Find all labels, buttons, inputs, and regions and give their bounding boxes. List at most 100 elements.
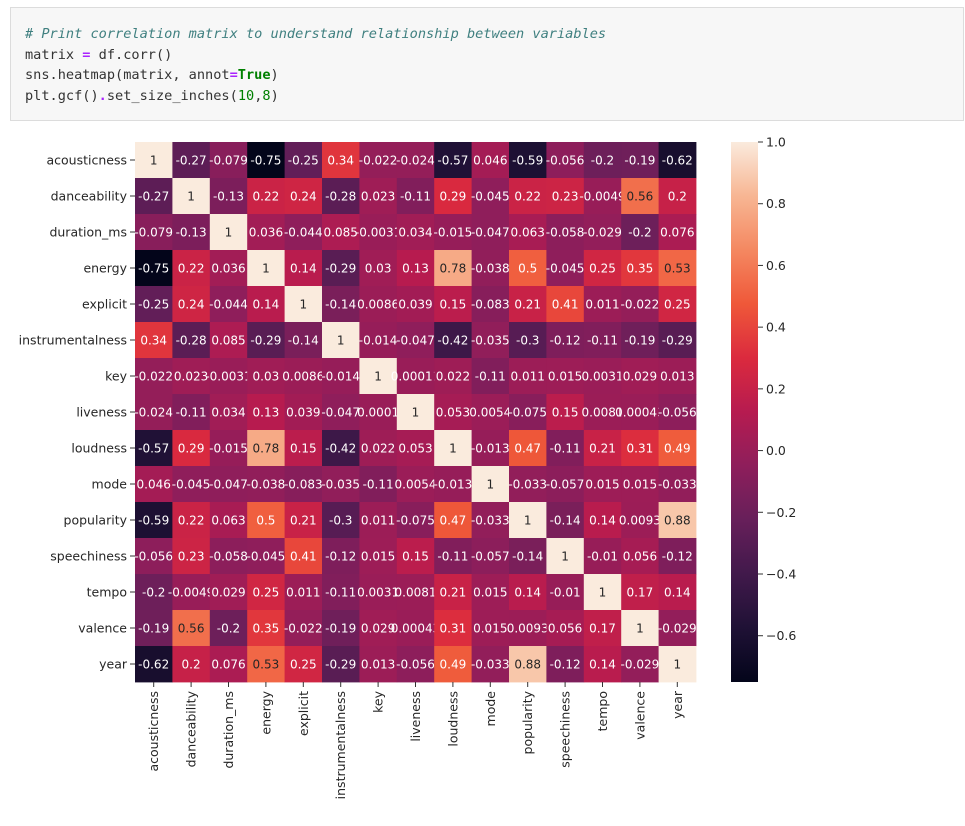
cell-annotation: 0.25 [290,658,317,672]
cell-annotation: 0.17 [627,586,654,600]
heatmap-cell [322,466,360,503]
cell-annotation: 1 [636,622,644,636]
heatmap-cell [359,430,398,467]
cell-output: 1 -0.27 -0.079 -0.75 -0.25 0.34 -0.022 -0.024 -0… [0,130,965,822]
cell-annotation: 0.034 [211,406,245,420]
cell-annotation: -0.056 [134,550,173,564]
heatmap-cell [509,286,547,323]
y-tick-label: key [105,369,127,384]
heatmap-cell [247,178,285,215]
heatmap-cell [284,574,323,611]
cell-annotation: -0.2 [591,154,614,168]
colorbar-tick-label: −0.4 [766,567,796,582]
cell-annotation: -0.083 [471,298,510,312]
cell-annotation: -0.0031 [355,226,401,240]
code-token: . [98,87,107,104]
heatmap-cell [396,430,435,467]
heatmap-cell [434,250,472,287]
heatmap-cell [509,214,547,251]
cell-annotation: 0.21 [440,586,467,600]
heatmap-cell [471,646,510,683]
cell-annotation: -0.59 [512,154,543,168]
cell-annotation: -0.12 [550,334,581,348]
code-line: matrix = df.corr() [25,45,606,66]
heatmap-cell [359,142,398,179]
cell-annotation: 0.023 [174,370,208,384]
cell-annotation: -0.75 [250,154,281,168]
cell-annotation: 0.14 [589,658,616,672]
cell-annotation: 1 [673,658,681,672]
cell-annotation: -0.12 [550,658,581,672]
x-tick-label: popularity [520,690,535,754]
cell-annotation: 0.056 [623,550,657,564]
code-editor[interactable]: # Print correlation matrix to understand… [25,24,606,106]
heatmap-cell [434,358,472,395]
heatmap-cell [509,178,547,215]
y-tick-label: tempo [87,585,127,600]
heatmap-cell [209,502,248,539]
cell-annotation: 0.0001 [357,406,399,420]
heatmap-cell [546,502,585,539]
heatmap-cell [583,646,622,683]
x-tick-label: mode [483,691,498,727]
heatmap-cell [658,214,697,251]
heatmap-cell [396,214,435,251]
x-tick-label: instrumentalness [333,691,348,799]
heatmap-cell [322,358,360,395]
cell-annotation: 0.036 [249,226,283,240]
code-token: matrix [25,46,83,63]
heatmap-cell [658,538,697,575]
x-tick-label: speechiness [558,691,573,768]
heatmap-cell [471,394,510,431]
cell-annotation: -0.3 [516,334,539,348]
cell-annotation: 0.47 [440,514,467,528]
heatmap-cell [434,286,472,323]
cell-annotation: 0.046 [473,154,507,168]
cell-annotation: -0.047 [209,478,248,492]
heatmap-cell [359,574,398,611]
heatmap-cell [284,430,323,467]
cell-annotation: -0.75 [138,262,169,276]
heatmap-cell [359,178,398,215]
cell-annotation: 0.022 [361,442,395,456]
code-cell-input[interactable]: # Print correlation matrix to understand… [10,7,964,121]
heatmap-cell [583,466,622,503]
cell-annotation: -0.25 [138,298,169,312]
cell-annotation: 1 [524,514,532,528]
cell-annotation: 0.14 [253,298,280,312]
heatmap-cell [209,430,248,467]
cell-annotation: 0.015 [548,370,582,384]
heatmap-cell [434,610,472,647]
cell-annotation: 0.49 [664,442,691,456]
x-tick-label: duration_ms [221,691,236,769]
cell-annotation: -0.01 [587,550,618,564]
x-tick-label: energy [258,690,273,734]
heatmap-cell [583,214,622,251]
cell-annotation: 0.046 [137,478,171,492]
cell-annotation: 0.23 [178,550,205,564]
cell-annotation: 0.34 [327,154,354,168]
y-tick-label: energy [83,261,127,276]
cell-annotation: -0.14 [512,550,543,564]
heatmap-cell [247,502,285,539]
heatmap-cell [209,610,248,647]
heatmap-cell [621,430,659,467]
heatmap-cell [546,142,585,179]
heatmap-cell [621,250,659,287]
y-tick-label: mode [92,477,128,492]
heatmap-cell [546,178,585,215]
cell-annotation: -0.058 [546,226,585,240]
cell-annotation: -0.28 [325,190,356,204]
cell-annotation: -0.033 [658,478,697,492]
cell-annotation: -0.015 [209,442,248,456]
cell-annotation: 0.47 [514,442,541,456]
heatmap-cell [546,574,585,611]
cell-annotation: 0.53 [253,658,280,672]
cell-annotation: -0.079 [134,226,173,240]
cell-annotation: -0.12 [325,550,356,564]
heatmap-cell [172,358,211,395]
heatmap-cell [359,250,398,287]
heatmap-cell [284,466,323,503]
heatmap-cell [546,394,585,431]
heatmap-cell [247,250,285,287]
